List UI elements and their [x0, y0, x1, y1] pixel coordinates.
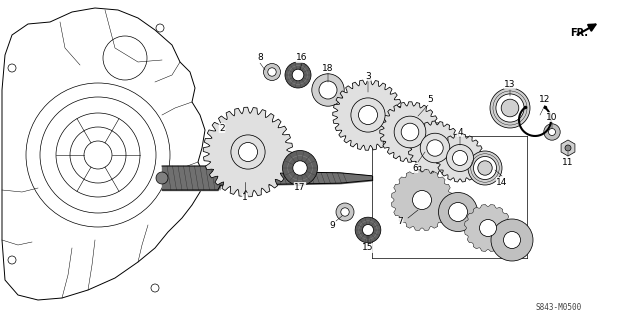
- Polygon shape: [391, 169, 452, 231]
- Text: 5: 5: [427, 95, 433, 105]
- Text: 3: 3: [365, 71, 371, 81]
- Text: 6: 6: [412, 164, 418, 172]
- Circle shape: [474, 156, 497, 180]
- Text: 9: 9: [329, 221, 335, 230]
- Polygon shape: [380, 102, 440, 162]
- Circle shape: [491, 219, 533, 261]
- Polygon shape: [333, 80, 403, 150]
- Circle shape: [358, 106, 378, 124]
- Circle shape: [478, 161, 492, 175]
- Text: 8: 8: [257, 53, 263, 62]
- Text: 4: 4: [457, 127, 463, 137]
- Circle shape: [341, 208, 349, 216]
- Circle shape: [468, 151, 502, 185]
- Circle shape: [336, 203, 354, 221]
- Polygon shape: [465, 204, 511, 252]
- Circle shape: [8, 64, 16, 72]
- Circle shape: [548, 129, 556, 135]
- Text: 13: 13: [504, 79, 516, 89]
- Text: 17: 17: [294, 182, 306, 191]
- Text: S843-M0500: S843-M0500: [535, 303, 581, 312]
- Polygon shape: [408, 121, 462, 175]
- Circle shape: [447, 145, 474, 172]
- Circle shape: [293, 161, 307, 175]
- Text: 1: 1: [242, 194, 248, 203]
- Circle shape: [8, 256, 16, 264]
- Text: 12: 12: [540, 95, 550, 105]
- Circle shape: [479, 220, 497, 236]
- Circle shape: [427, 140, 443, 156]
- Circle shape: [490, 88, 530, 128]
- Text: 14: 14: [496, 178, 508, 187]
- Text: 16: 16: [296, 53, 308, 62]
- Polygon shape: [436, 134, 484, 182]
- Polygon shape: [561, 140, 575, 156]
- Circle shape: [239, 142, 257, 162]
- Circle shape: [449, 203, 467, 221]
- Text: 18: 18: [323, 63, 333, 73]
- Circle shape: [319, 81, 337, 99]
- Circle shape: [438, 193, 477, 231]
- Circle shape: [355, 217, 381, 243]
- Circle shape: [268, 68, 276, 76]
- Polygon shape: [204, 107, 292, 197]
- Text: 11: 11: [563, 157, 573, 166]
- Circle shape: [156, 24, 164, 32]
- Circle shape: [231, 135, 265, 169]
- Circle shape: [151, 284, 159, 292]
- Text: 10: 10: [547, 113, 557, 122]
- Circle shape: [362, 225, 374, 236]
- Circle shape: [285, 62, 311, 88]
- Text: 7: 7: [397, 218, 403, 227]
- Circle shape: [544, 124, 560, 140]
- Circle shape: [401, 123, 419, 141]
- Circle shape: [351, 98, 385, 132]
- Circle shape: [264, 63, 280, 81]
- Circle shape: [282, 150, 317, 186]
- Text: 15: 15: [362, 244, 374, 252]
- Circle shape: [501, 99, 519, 117]
- Circle shape: [420, 133, 450, 163]
- Circle shape: [292, 69, 304, 81]
- Circle shape: [452, 150, 467, 165]
- Circle shape: [496, 94, 524, 122]
- Circle shape: [312, 74, 344, 106]
- Circle shape: [156, 172, 168, 184]
- Circle shape: [413, 190, 431, 210]
- Text: 2: 2: [219, 124, 225, 132]
- Circle shape: [394, 116, 426, 148]
- Circle shape: [565, 145, 571, 151]
- Circle shape: [504, 231, 520, 249]
- Text: FR.: FR.: [570, 28, 588, 38]
